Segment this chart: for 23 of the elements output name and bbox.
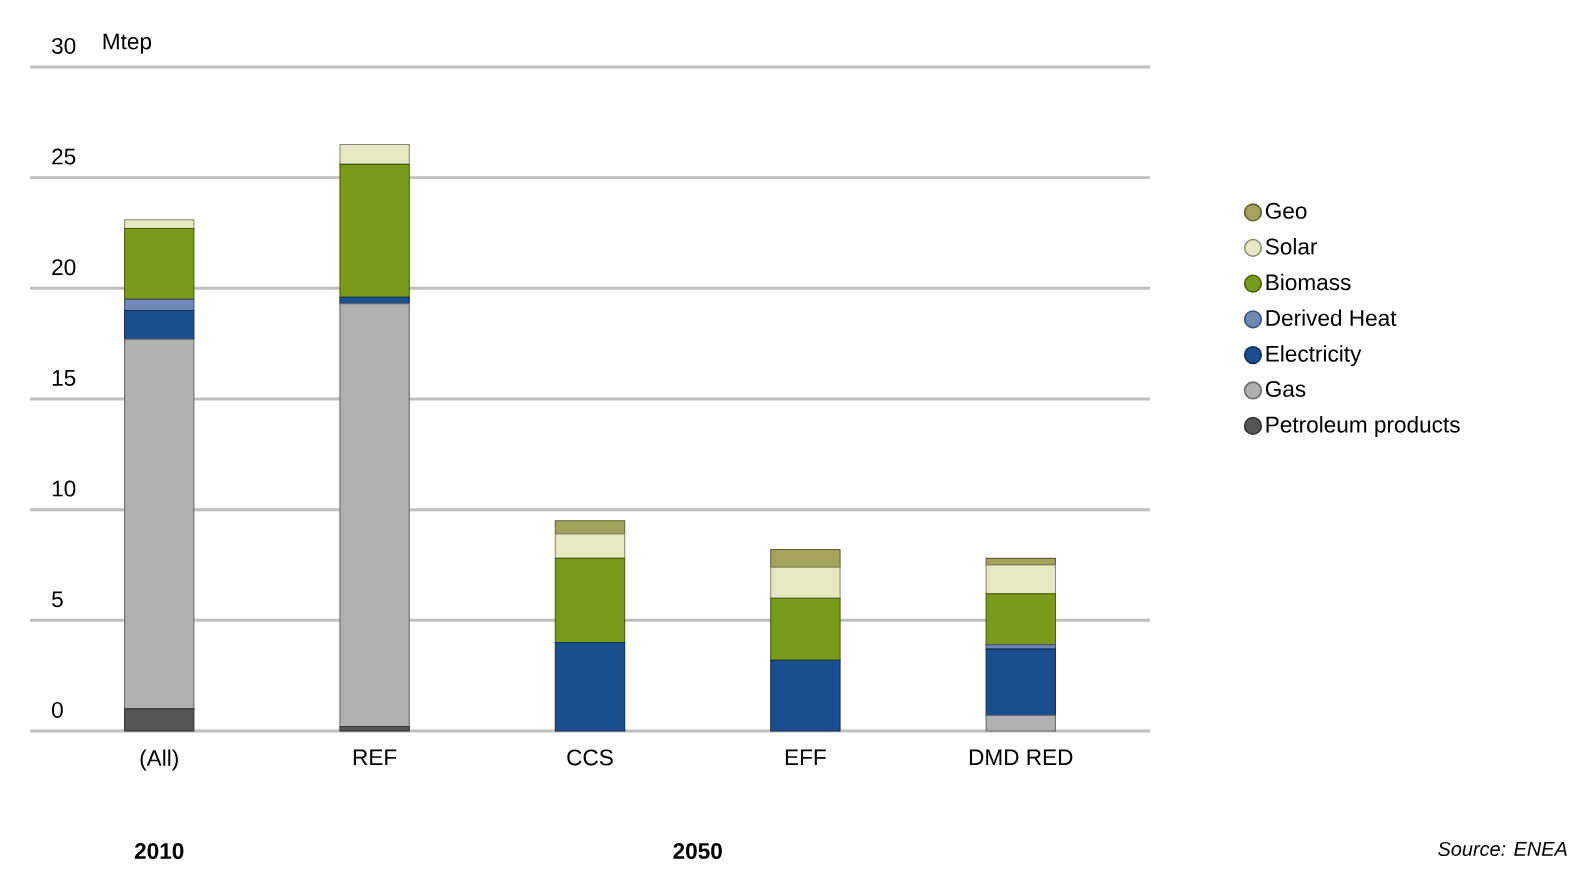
legend-label: Derived Heat bbox=[1266, 309, 1397, 327]
y-tick-label: 20 bbox=[52, 259, 76, 276]
text: 2050 bbox=[673, 843, 722, 859]
x-tick-label: REF bbox=[353, 749, 397, 765]
x-tick-label: EFF bbox=[785, 749, 826, 765]
x-tick-label: DMD RED bbox=[969, 749, 1073, 765]
y-tick-label: 10 bbox=[52, 480, 76, 497]
legend-label: Biomass bbox=[1266, 273, 1351, 291]
text: 2010 bbox=[134, 843, 184, 859]
y-axis-title: Mtep bbox=[103, 33, 152, 54]
y-tick-label: 15 bbox=[52, 370, 76, 386]
y-tick-label: 0 bbox=[52, 701, 63, 718]
legend-label: Electricity bbox=[1266, 345, 1362, 367]
legend-label: Gas bbox=[1265, 380, 1306, 397]
x-tick-label: CCS bbox=[567, 749, 613, 766]
legend-label: Geo bbox=[1265, 202, 1307, 219]
y-tick-label: 30 bbox=[51, 37, 76, 54]
legend-label: Solar bbox=[1265, 237, 1318, 255]
y-tick-label: 5 bbox=[52, 591, 63, 608]
x-tick-label: (All) bbox=[140, 749, 178, 771]
y-tick-label: 25 bbox=[52, 148, 76, 165]
legend-label: Petroleum products bbox=[1266, 416, 1460, 438]
source-note: Source: ENEA bbox=[1438, 841, 1567, 856]
